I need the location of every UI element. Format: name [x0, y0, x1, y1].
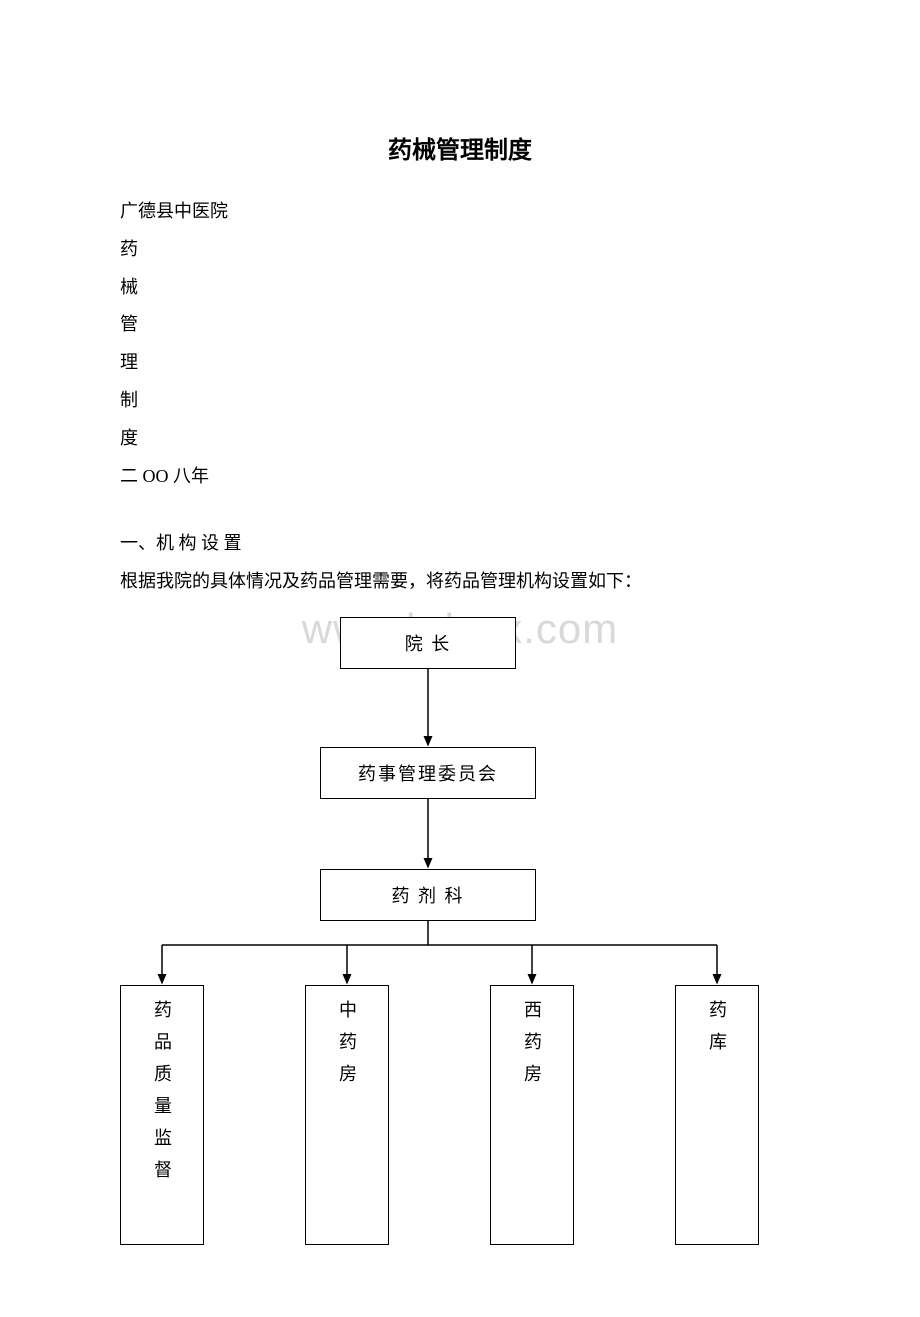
node-quality: 药品质量监督: [120, 985, 204, 1245]
year-line: 二 OO 八年: [120, 458, 800, 496]
node-pharmacy_dept: 药 剂 科: [320, 869, 536, 921]
node-tcm_room: 中药房: [305, 985, 389, 1245]
page-title: 药械管理制度: [120, 130, 800, 165]
vert-char-4: 制: [120, 382, 800, 420]
org-chart: 院 长药事管理委员会药 剂 科药品质量监督 中药房 西药房 药库: [120, 617, 800, 1257]
node-committee: 药事管理委员会: [320, 747, 536, 799]
node-western_room: 西药房: [490, 985, 574, 1245]
section-1-body: 根据我院的具体情况及药品管理需要，将药品管理机构设置如下：: [120, 563, 800, 601]
node-director: 院 长: [340, 617, 516, 669]
vert-char-0: 药: [120, 231, 800, 269]
vert-char-1: 械: [120, 269, 800, 307]
section-1-heading: 一、机 构 设 置: [120, 525, 800, 563]
node-warehouse: 药库: [675, 985, 759, 1245]
vert-char-3: 理: [120, 344, 800, 382]
vert-char-2: 管: [120, 306, 800, 344]
hospital-name: 广德县中医院: [120, 193, 800, 231]
vert-char-5: 度: [120, 420, 800, 458]
document-content: 药械管理制度 广德县中医院 药 械 管 理 制 度 二 OO 八年 一、机 构 …: [120, 130, 800, 1257]
